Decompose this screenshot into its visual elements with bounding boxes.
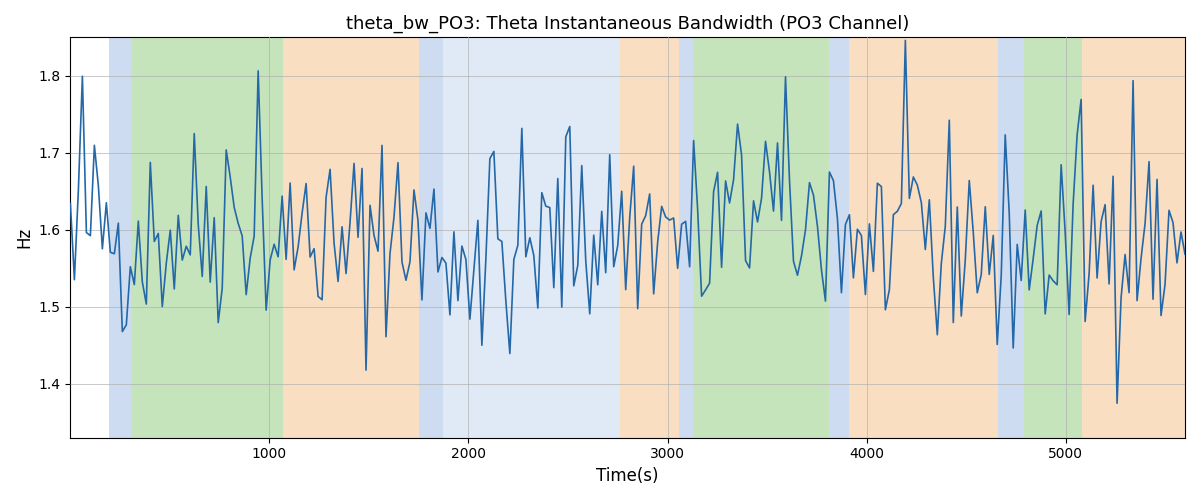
Bar [419, 38, 443, 438]
Bar [829, 38, 848, 438]
Bar [694, 38, 829, 438]
Bar [679, 38, 694, 438]
Title: theta_bw_PO3: Theta Instantaneous Bandwidth (PO3 Channel): theta_bw_PO3: Theta Instantaneous Bandwi… [346, 15, 910, 34]
Bar [848, 38, 998, 438]
Bar [131, 38, 283, 438]
Bar [443, 38, 619, 438]
Bar [998, 38, 1024, 438]
Bar [283, 38, 419, 438]
Y-axis label: Hz: Hz [14, 227, 32, 248]
Bar [1024, 38, 1081, 438]
Bar [109, 38, 131, 438]
X-axis label: Time(s): Time(s) [596, 467, 659, 485]
Bar [1081, 38, 1186, 438]
Bar [619, 38, 679, 438]
